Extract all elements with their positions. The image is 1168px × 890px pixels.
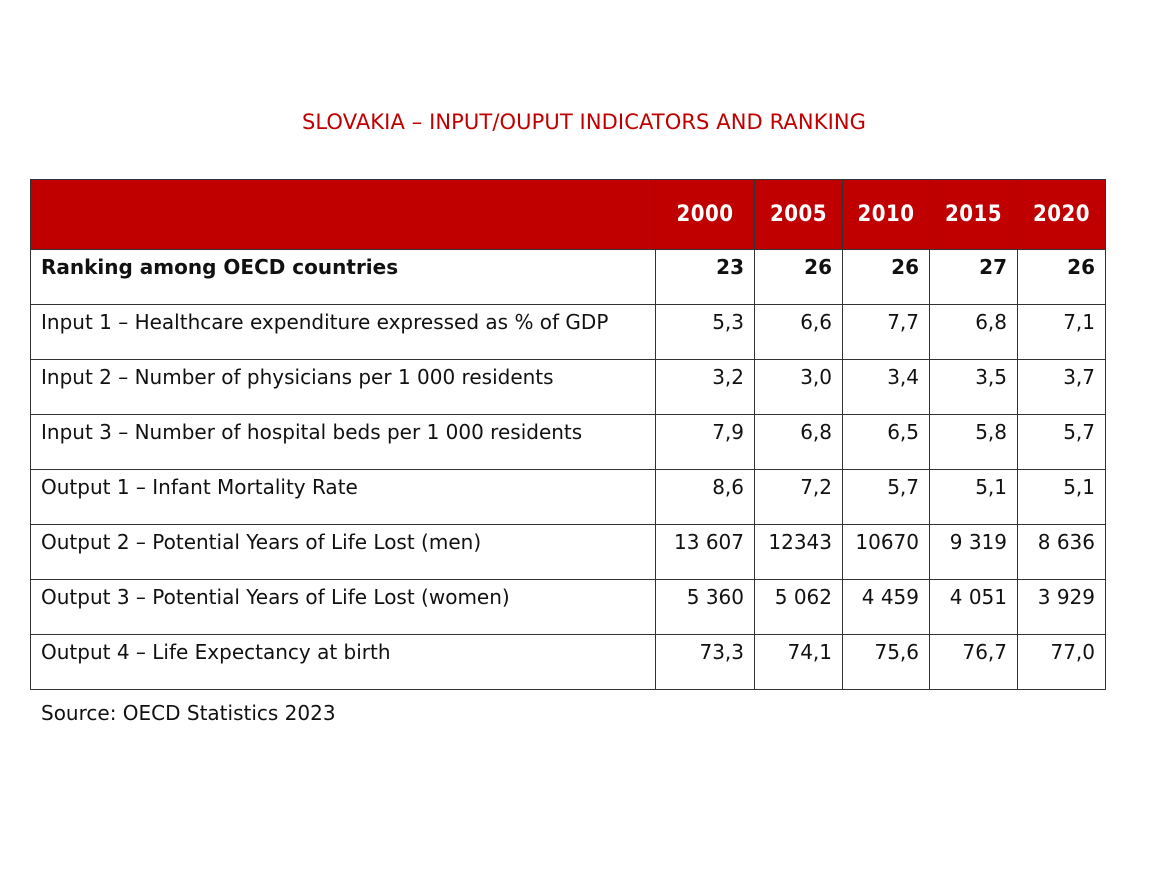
table-row-input-1: Input 1 – Healthcare expenditure express…: [30, 304, 1106, 360]
table-cell: 26: [754, 249, 843, 305]
table-cell: 74,1: [754, 634, 843, 690]
table-row-input-3: Input 3 – Number of hospital beds per 1 …: [30, 414, 1106, 470]
table-cell: 77,0: [1017, 634, 1106, 690]
page-title: SLOVAKIA – INPUT/OUPUT INDICATORS AND RA…: [301, 110, 867, 134]
table-row-output-4: Output 4 – Life Expectancy at birth 73,3…: [30, 634, 1106, 690]
indicators-table: 2000 2005 2010 2015 2020 Ranking among O…: [30, 179, 1106, 690]
table-cell: 3,0: [754, 359, 843, 415]
table-row-output-1: Output 1 – Infant Mortality Rate 8,6 7,2…: [30, 469, 1106, 525]
table-cell: 6,8: [929, 304, 1018, 360]
row-label: Ranking among OECD countries: [30, 249, 656, 305]
table-row-output-3: Output 3 – Potential Years of Life Lost …: [30, 579, 1106, 635]
table-cell: 7,7: [842, 304, 930, 360]
table-cell: 5,1: [929, 469, 1018, 525]
table-cell: 3,2: [655, 359, 755, 415]
row-label: Input 1 – Healthcare expenditure express…: [30, 304, 656, 360]
table-cell: 26: [1017, 249, 1106, 305]
table-cell: 9 319: [929, 524, 1018, 580]
table-cell: 75,6: [842, 634, 930, 690]
table-cell: 23: [655, 249, 755, 305]
table-header-row: 2000 2005 2010 2015 2020: [30, 179, 1106, 250]
table-cell: 8,6: [655, 469, 755, 525]
table-cell: 3,4: [842, 359, 930, 415]
year-header-2015: 2015: [929, 179, 1018, 250]
row-label: Input 3 – Number of hospital beds per 1 …: [30, 414, 656, 470]
source-note: Source: OECD Statistics 2023: [41, 701, 336, 725]
table-cell: 13 607: [655, 524, 755, 580]
table-cell: 5,7: [1017, 414, 1106, 470]
row-label: Input 2 – Number of physicians per 1 000…: [30, 359, 656, 415]
year-header-2005: 2005: [754, 179, 843, 250]
row-label: Output 3 – Potential Years of Life Lost …: [30, 579, 656, 635]
table-cell: 4 051: [929, 579, 1018, 635]
table-cell: 6,6: [754, 304, 843, 360]
year-header-2010: 2010: [842, 179, 930, 250]
year-header-2020: 2020: [1017, 179, 1106, 250]
table-cell: 8 636: [1017, 524, 1106, 580]
table-cell: 26: [842, 249, 930, 305]
table-cell: 3 929: [1017, 579, 1106, 635]
table-cell: 6,5: [842, 414, 930, 470]
row-label: Output 2 – Potential Years of Life Lost …: [30, 524, 656, 580]
table-row-ranking: Ranking among OECD countries 23 26 26 27…: [30, 249, 1106, 305]
table-cell: 76,7: [929, 634, 1018, 690]
row-label: Output 4 – Life Expectancy at birth: [30, 634, 656, 690]
table-cell: 3,5: [929, 359, 1018, 415]
table-cell: 7,9: [655, 414, 755, 470]
table-cell: 73,3: [655, 634, 755, 690]
table-cell: 5,7: [842, 469, 930, 525]
table-cell: 5 062: [754, 579, 843, 635]
table-cell: 12343: [754, 524, 843, 580]
table-cell: 5 360: [655, 579, 755, 635]
table-cell: 5,8: [929, 414, 1018, 470]
header-corner-cell: [30, 179, 656, 250]
table-cell: 6,8: [754, 414, 843, 470]
table-cell: 10670: [842, 524, 930, 580]
table-cell: 5,1: [1017, 469, 1106, 525]
table-cell: 7,2: [754, 469, 843, 525]
table-cell: 7,1: [1017, 304, 1106, 360]
table-cell: 3,7: [1017, 359, 1106, 415]
table-row-input-2: Input 2 – Number of physicians per 1 000…: [30, 359, 1106, 415]
table-row-output-2: Output 2 – Potential Years of Life Lost …: [30, 524, 1106, 580]
year-header-2000: 2000: [655, 179, 755, 250]
row-label: Output 1 – Infant Mortality Rate: [30, 469, 656, 525]
table-cell: 4 459: [842, 579, 930, 635]
table-cell: 27: [929, 249, 1018, 305]
table-cell: 5,3: [655, 304, 755, 360]
